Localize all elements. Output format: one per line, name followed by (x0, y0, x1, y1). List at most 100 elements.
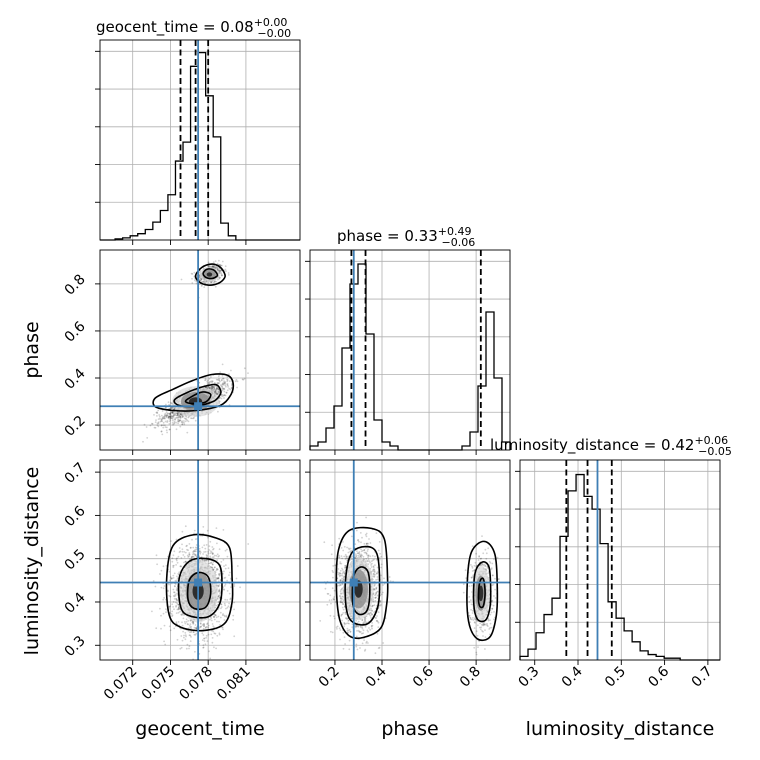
sample-point (215, 392, 218, 395)
sample-point (178, 415, 181, 417)
sample-point (342, 603, 345, 605)
sample-point (374, 573, 376, 576)
contour-line (194, 263, 227, 286)
sample-point (336, 628, 338, 630)
sample-point (341, 579, 344, 582)
sample-point (172, 574, 175, 577)
sample-point (171, 615, 173, 618)
sample-point (177, 607, 180, 609)
sample-point (224, 394, 227, 397)
sample-point (205, 544, 208, 546)
sample-point (189, 623, 192, 626)
sample-point (195, 632, 198, 635)
sample-point (194, 419, 197, 422)
sample-point (376, 572, 378, 575)
sample-point (171, 411, 173, 414)
sample-point (226, 599, 229, 601)
sample-point (209, 618, 211, 621)
sample-point (228, 592, 231, 595)
sample-point (211, 553, 214, 555)
sample-point (168, 625, 171, 628)
sample-point (154, 421, 157, 423)
sample-point (161, 417, 164, 420)
sample-point (223, 394, 225, 396)
sample-point (236, 386, 239, 389)
sample-point (203, 625, 205, 627)
sample-point (363, 549, 366, 552)
sample-point (156, 424, 159, 426)
sample-point (360, 626, 362, 629)
sample-point (347, 551, 350, 554)
sample-point (213, 616, 215, 618)
sample-point (179, 425, 182, 428)
sample-point (157, 409, 160, 412)
sample-point (216, 262, 219, 265)
sample-point (210, 376, 212, 378)
sample-point (179, 415, 182, 418)
sample-point (375, 579, 377, 581)
sample-point (182, 630, 185, 633)
sample-point (371, 562, 373, 565)
sample-point (176, 412, 179, 414)
sample-point (170, 401, 172, 404)
sample-point (168, 416, 171, 419)
sample-point (232, 614, 235, 617)
sample-point (211, 666, 213, 668)
sample-point (343, 625, 345, 628)
sample-point (377, 626, 380, 628)
sample-point (179, 565, 182, 567)
sample-point (194, 279, 196, 282)
sample-point (239, 586, 242, 589)
sample-point (176, 412, 179, 415)
sample-point (371, 605, 373, 608)
sample-point (375, 591, 378, 594)
sample-point (217, 410, 219, 413)
sample-point (194, 554, 197, 557)
sample-point (191, 273, 194, 275)
sample-point (368, 627, 370, 629)
plot-area (100, 460, 300, 668)
sample-point (231, 384, 233, 387)
sample-point (219, 590, 221, 592)
sample-point (226, 606, 229, 609)
sample-point (199, 550, 201, 552)
sample-point (218, 269, 221, 271)
sample-point (177, 414, 180, 417)
sample-point (366, 542, 368, 545)
sample-point (173, 591, 176, 594)
sample-point (185, 415, 188, 418)
sample-point (168, 413, 171, 415)
sample-point (213, 388, 216, 390)
sample-point (222, 384, 225, 386)
sample-point (227, 384, 229, 387)
sample-point (187, 549, 190, 552)
sample-point (212, 568, 215, 571)
sample-point (219, 579, 222, 581)
sample-point (210, 633, 213, 636)
sample-point (357, 552, 360, 554)
sample-point (166, 421, 169, 423)
sample-point (351, 535, 353, 538)
sample-point (173, 595, 176, 598)
sample-point (169, 419, 172, 421)
histogram-step (309, 263, 511, 451)
sample-point (210, 388, 213, 391)
sample-point (365, 543, 368, 545)
sample-point (363, 551, 366, 554)
sample-point (218, 595, 220, 597)
sample-point (192, 551, 194, 553)
sample-point (181, 613, 184, 616)
sample-point (222, 588, 225, 590)
sample-point (220, 606, 223, 608)
sample-point (217, 595, 220, 598)
sample-point (211, 387, 214, 390)
sample-point (175, 564, 178, 566)
sample-point (181, 415, 184, 418)
sample-point (174, 414, 177, 416)
sample-point (376, 590, 379, 593)
sample-point (223, 380, 225, 383)
sample-point (161, 410, 164, 412)
y-tick-label: 0.2 (62, 413, 89, 440)
sample-point (213, 387, 215, 389)
sample-point (242, 378, 245, 381)
